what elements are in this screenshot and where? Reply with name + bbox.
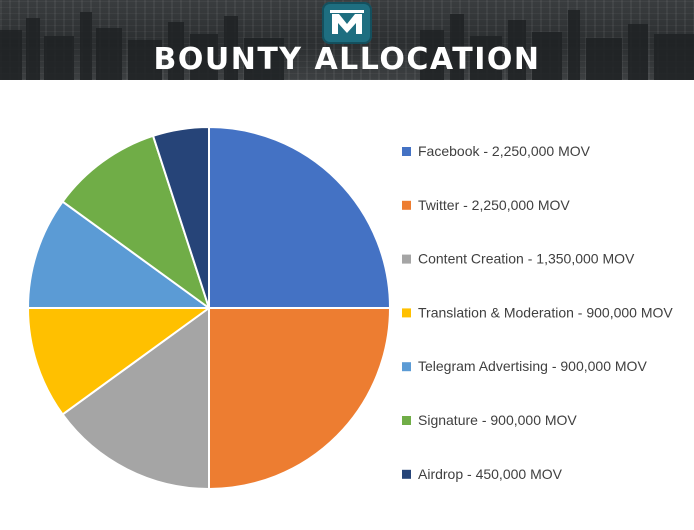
- legend-item-facebook: Facebook - 2,250,000 MOV: [402, 143, 591, 159]
- legend-label: Airdrop - 450,000 MOV: [418, 466, 563, 482]
- page-title: BOUNTY ALLOCATION: [153, 42, 541, 77]
- legend-swatch: [402, 416, 411, 425]
- legend-label: Translation & Moderation - 900,000 MOV: [418, 304, 673, 320]
- header-banner: BOUNTY ALLOCATION: [0, 0, 694, 80]
- chart-legend: Facebook - 2,250,000 MOV Twitter - 2,250,…: [402, 143, 673, 482]
- pie-slice-content-creation: [61, 307, 210, 490]
- pie-slice-translation-and-moderation: [27, 307, 210, 416]
- city-skyline-graphic: [0, 10, 694, 80]
- legend-label: Telegram Advertising - 900,000 MOV: [418, 358, 647, 374]
- legend-swatch: [402, 147, 411, 156]
- pie-slice-telegram-advertising: [27, 200, 210, 309]
- pie-slice-facebook: [208, 126, 391, 309]
- logo-mark-icon: [330, 10, 364, 34]
- pie-slice-twitter: [208, 307, 391, 490]
- pie-slice-signature: [61, 134, 210, 309]
- legend-item-content-creation: Content Creation - 1,350,000 MOV: [402, 251, 635, 267]
- legend-item-translation-and-moderation: Translation & Moderation - 900,000 MOV: [402, 304, 673, 320]
- legend-label: Content Creation - 1,350,000 MOV: [418, 251, 635, 267]
- legend-swatch: [402, 200, 411, 210]
- legend-swatch: [402, 362, 411, 372]
- pie-slice-airdrop: [152, 126, 210, 309]
- legend-swatch: [402, 254, 411, 264]
- legend-swatch: [402, 308, 411, 318]
- brand-logo: [322, 2, 372, 44]
- legend-swatch: [402, 469, 411, 479]
- legend-item-twitter: Twitter - 2,250,000 MOV: [402, 197, 570, 213]
- pie-chart: Facebook - 2,250,000 MOV Twitter - 2,250,…: [27, 126, 673, 490]
- legend-item-airdrop: Airdrop - 450,000 MOV: [402, 466, 563, 482]
- legend-label: Twitter - 2,250,000 MOV: [418, 197, 570, 213]
- legend-label: Signature - 900,000 MOV: [418, 412, 577, 428]
- legend-item-telegram-advertising: Telegram Advertising - 900,000 MOV: [402, 358, 647, 374]
- pie-slices: [27, 126, 391, 490]
- legend-label: Facebook - 2,250,000 MOV: [418, 143, 591, 159]
- legend-item-signature: Signature - 900,000 MOV: [402, 412, 577, 428]
